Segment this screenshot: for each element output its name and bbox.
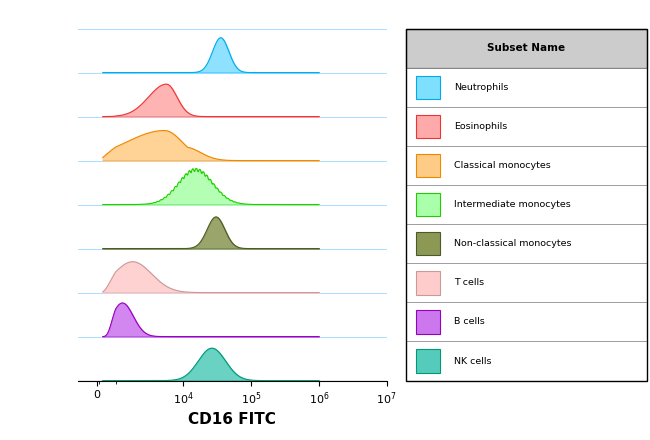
- Bar: [416, 271, 440, 294]
- Text: Neutrophils: Neutrophils: [454, 83, 509, 92]
- Bar: [416, 349, 440, 373]
- Bar: [416, 310, 440, 334]
- Bar: [406, 185, 647, 224]
- Bar: [406, 68, 647, 107]
- Bar: [406, 341, 647, 381]
- Text: Intermediate monocytes: Intermediate monocytes: [454, 200, 571, 209]
- Bar: [406, 29, 647, 68]
- Bar: [406, 224, 647, 263]
- Text: B cells: B cells: [454, 317, 485, 326]
- Text: Non-classical monocytes: Non-classical monocytes: [454, 239, 572, 248]
- Bar: [416, 154, 440, 177]
- Bar: [406, 302, 647, 341]
- Text: Subset Name: Subset Name: [488, 43, 566, 53]
- Bar: [416, 76, 440, 99]
- Bar: [406, 263, 647, 302]
- Text: Eosinophils: Eosinophils: [454, 122, 508, 131]
- Text: NK cells: NK cells: [454, 356, 492, 366]
- Text: Classical monocytes: Classical monocytes: [454, 161, 551, 170]
- Text: T cells: T cells: [454, 279, 484, 287]
- Bar: [406, 146, 647, 185]
- Bar: [416, 232, 440, 256]
- Bar: [416, 115, 440, 138]
- X-axis label: CD16 FITC: CD16 FITC: [188, 412, 276, 428]
- Bar: [406, 107, 647, 146]
- Bar: [416, 193, 440, 216]
